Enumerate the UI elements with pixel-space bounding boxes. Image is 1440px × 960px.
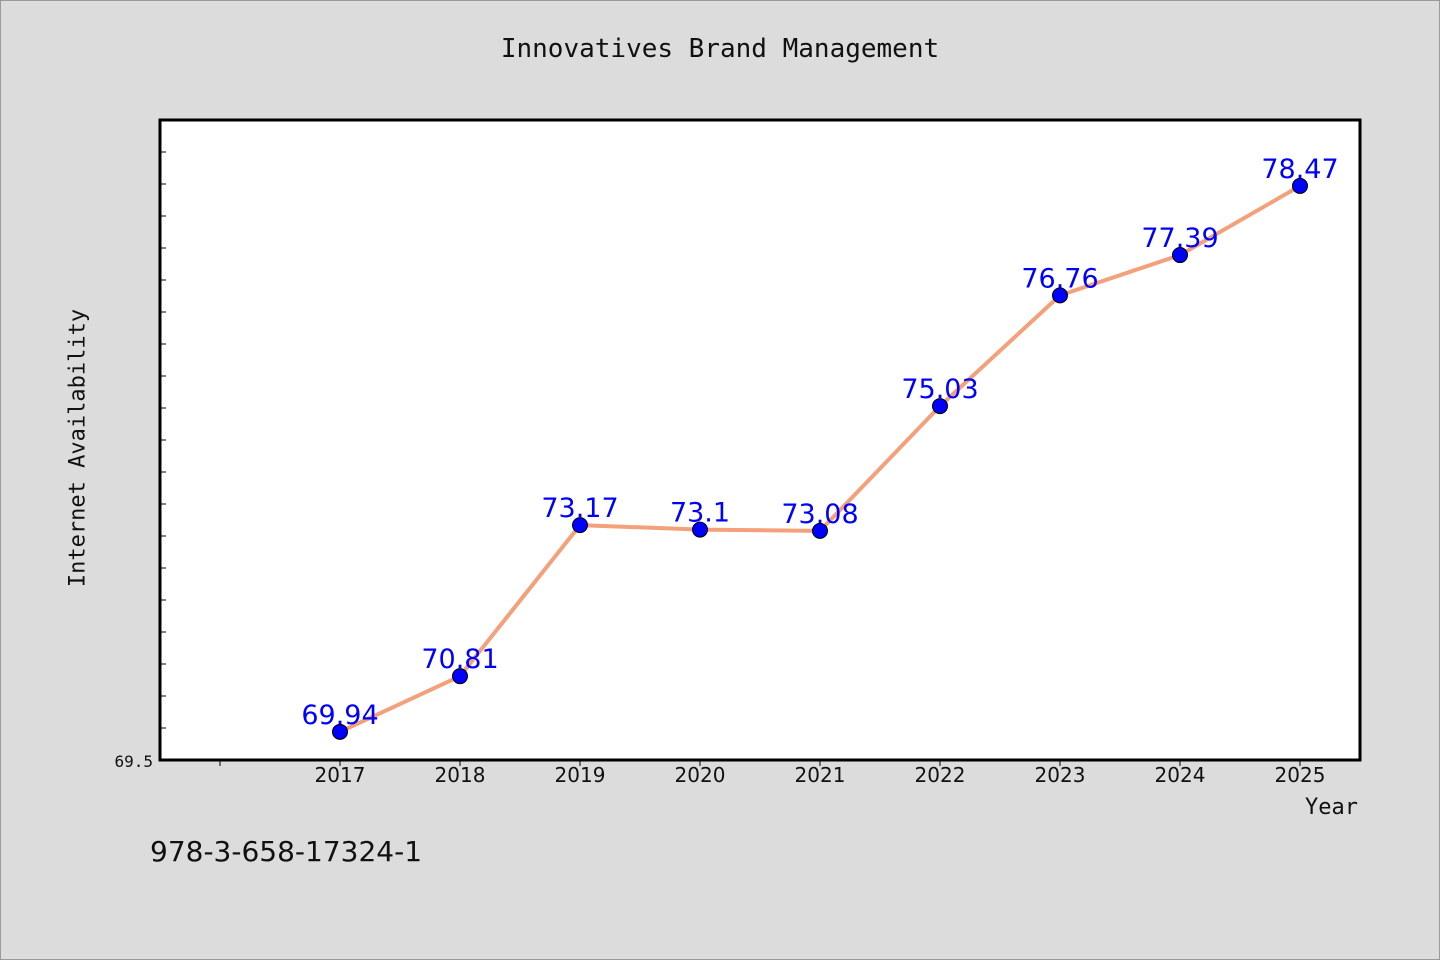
data-point — [572, 517, 588, 534]
data-point — [1292, 177, 1308, 194]
data-label: 73.1 — [670, 498, 730, 529]
x-tick-label: 2023 — [1035, 763, 1086, 787]
data-label: 69.94 — [301, 700, 378, 731]
x-tick-label: 2017 — [315, 763, 366, 787]
x-tick-label: 2022 — [915, 763, 966, 787]
data-label: 73.17 — [541, 493, 618, 524]
chart-title: Innovatives Brand Management — [500, 34, 940, 64]
isbn-text: 978-3-658-17324-1 — [150, 835, 423, 868]
data-label: 77.39 — [1141, 223, 1218, 254]
data-label: 78.47 — [1261, 154, 1338, 185]
data-point — [332, 723, 348, 740]
x-axis-label: Year — [1305, 795, 1358, 820]
y-tick-label: 69.5 — [114, 752, 153, 771]
x-tick-label: 2020 — [675, 763, 726, 787]
x-tick-label: 2018 — [435, 763, 486, 787]
x-tick-label: 2021 — [795, 763, 846, 787]
data-point — [1172, 247, 1188, 264]
data-point — [452, 668, 468, 685]
data-point — [1052, 287, 1068, 304]
data-point — [692, 521, 708, 538]
plot-area — [158, 118, 1362, 762]
x-tick-label: 2019 — [555, 763, 606, 787]
x-tick-label: 2025 — [1275, 763, 1326, 787]
data-label: 75.03 — [901, 374, 978, 405]
data-point — [932, 398, 948, 415]
data-point — [812, 522, 828, 539]
data-label: 76.76 — [1021, 263, 1098, 294]
data-label: 73.08 — [781, 499, 858, 530]
data-label: 70.81 — [421, 644, 498, 675]
x-tick-label: 2024 — [1155, 763, 1206, 787]
